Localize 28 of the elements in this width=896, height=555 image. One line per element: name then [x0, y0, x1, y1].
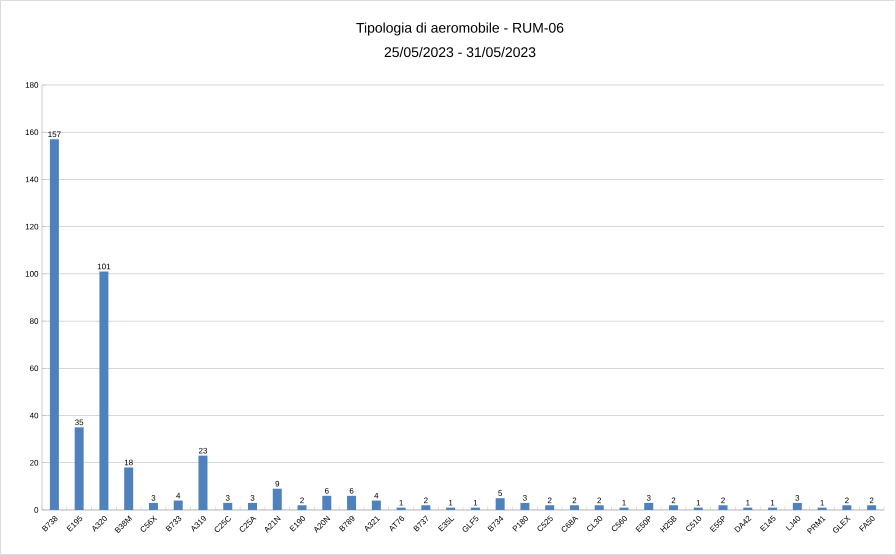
bar	[496, 498, 505, 510]
bar	[718, 505, 728, 510]
bar	[372, 500, 381, 510]
bar	[298, 505, 307, 510]
bar	[124, 467, 134, 510]
bar	[347, 496, 356, 510]
bar	[74, 427, 84, 510]
bar	[421, 505, 430, 510]
bar	[594, 505, 604, 510]
bar	[248, 502, 258, 510]
bar	[867, 505, 876, 510]
bar	[644, 502, 654, 510]
bar	[272, 488, 282, 510]
bar	[669, 505, 678, 510]
bar	[520, 502, 530, 510]
bar	[198, 456, 208, 510]
bar	[50, 139, 59, 510]
bar	[842, 505, 852, 510]
chart-subtitle: 25/05/2023 - 31/05/2023	[384, 46, 536, 58]
bar	[223, 502, 232, 510]
chart-title: Tipologia di aeromobile - RUM-06	[356, 22, 564, 36]
bar	[570, 505, 579, 510]
bar	[174, 500, 183, 510]
bar	[99, 272, 108, 510]
bar	[545, 505, 554, 510]
bar	[148, 502, 158, 510]
bar	[322, 496, 332, 510]
bar	[792, 502, 802, 510]
